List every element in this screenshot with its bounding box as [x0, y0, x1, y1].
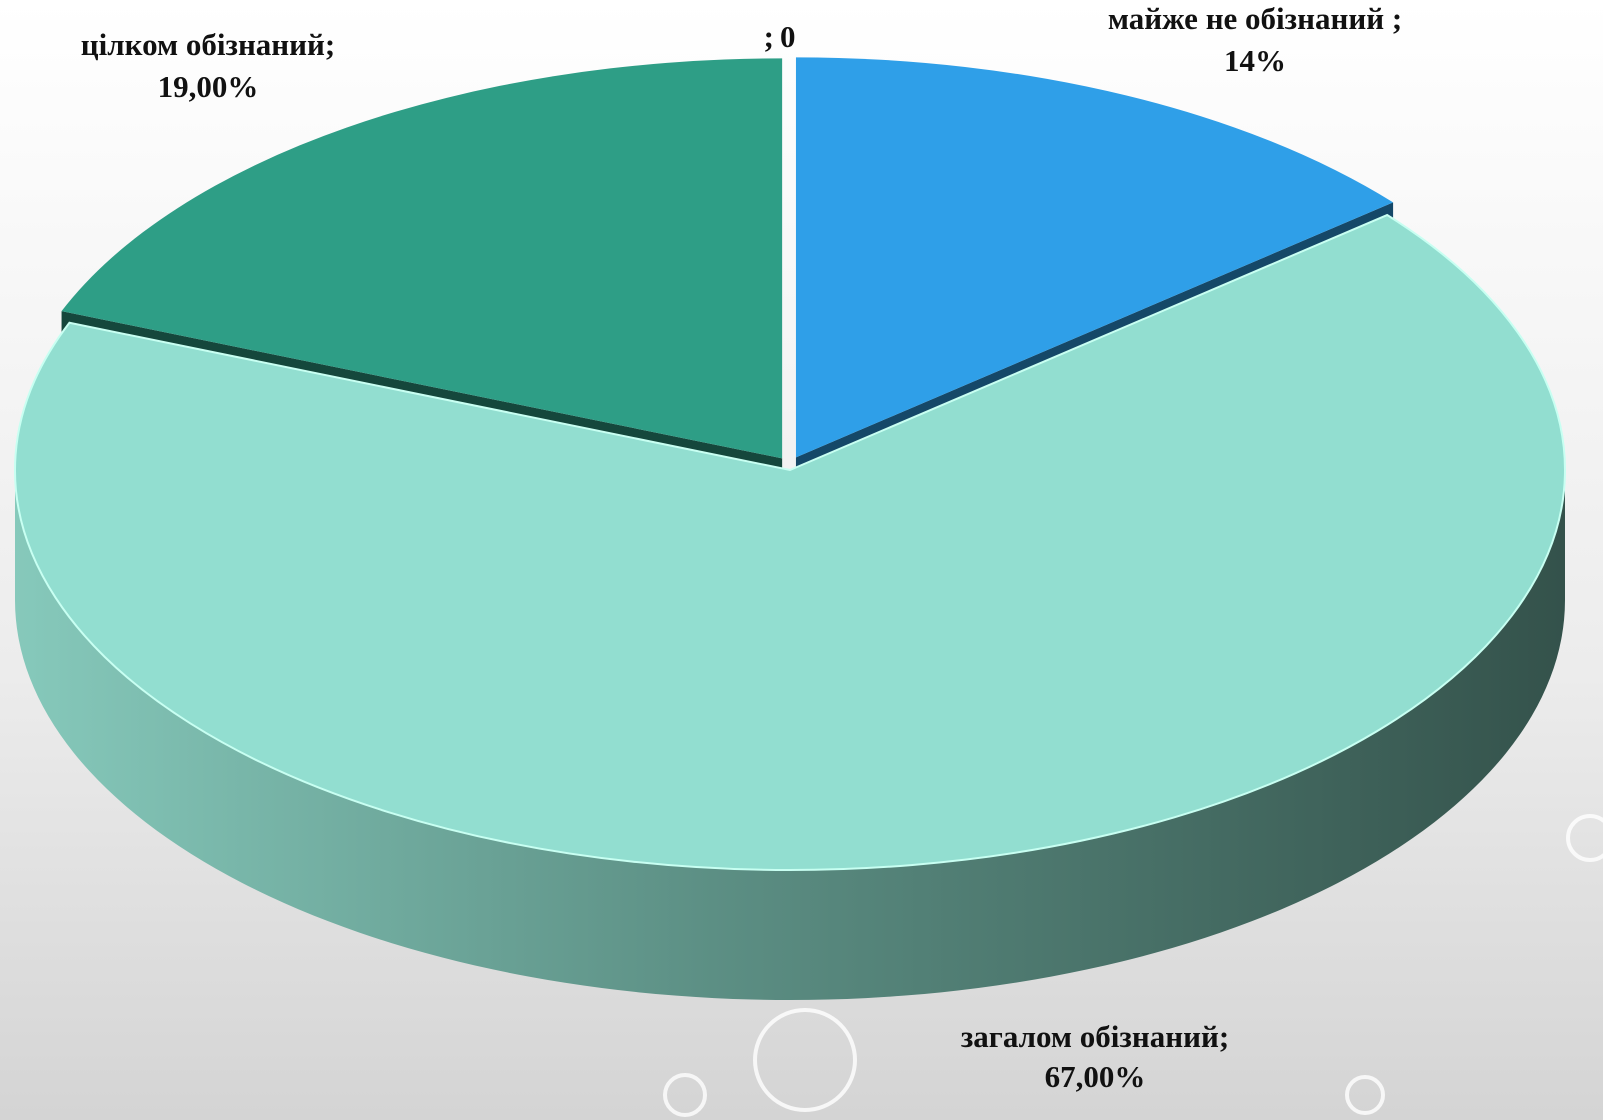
- data-label-value: 0: [780, 19, 796, 54]
- data-label-category: цілком обізнаний;: [81, 27, 335, 62]
- slice: [14, 213, 1566, 871]
- slice-side: [15, 470, 1565, 1000]
- data-label-value: 14%: [1224, 43, 1286, 78]
- plot: [14, 57, 1566, 1000]
- data-label-category: загалом обізнаний;: [961, 1019, 1229, 1054]
- data-label-category: ;: [764, 19, 774, 54]
- data-label-value: 67,00%: [1045, 1059, 1146, 1094]
- slice: [795, 57, 1394, 458]
- slice: [61, 58, 783, 459]
- data-label-category: майже не обізнаний ;: [1108, 1, 1402, 36]
- decor-bubbles: [663, 814, 1603, 1117]
- data-label-value: 19,00%: [158, 69, 259, 104]
